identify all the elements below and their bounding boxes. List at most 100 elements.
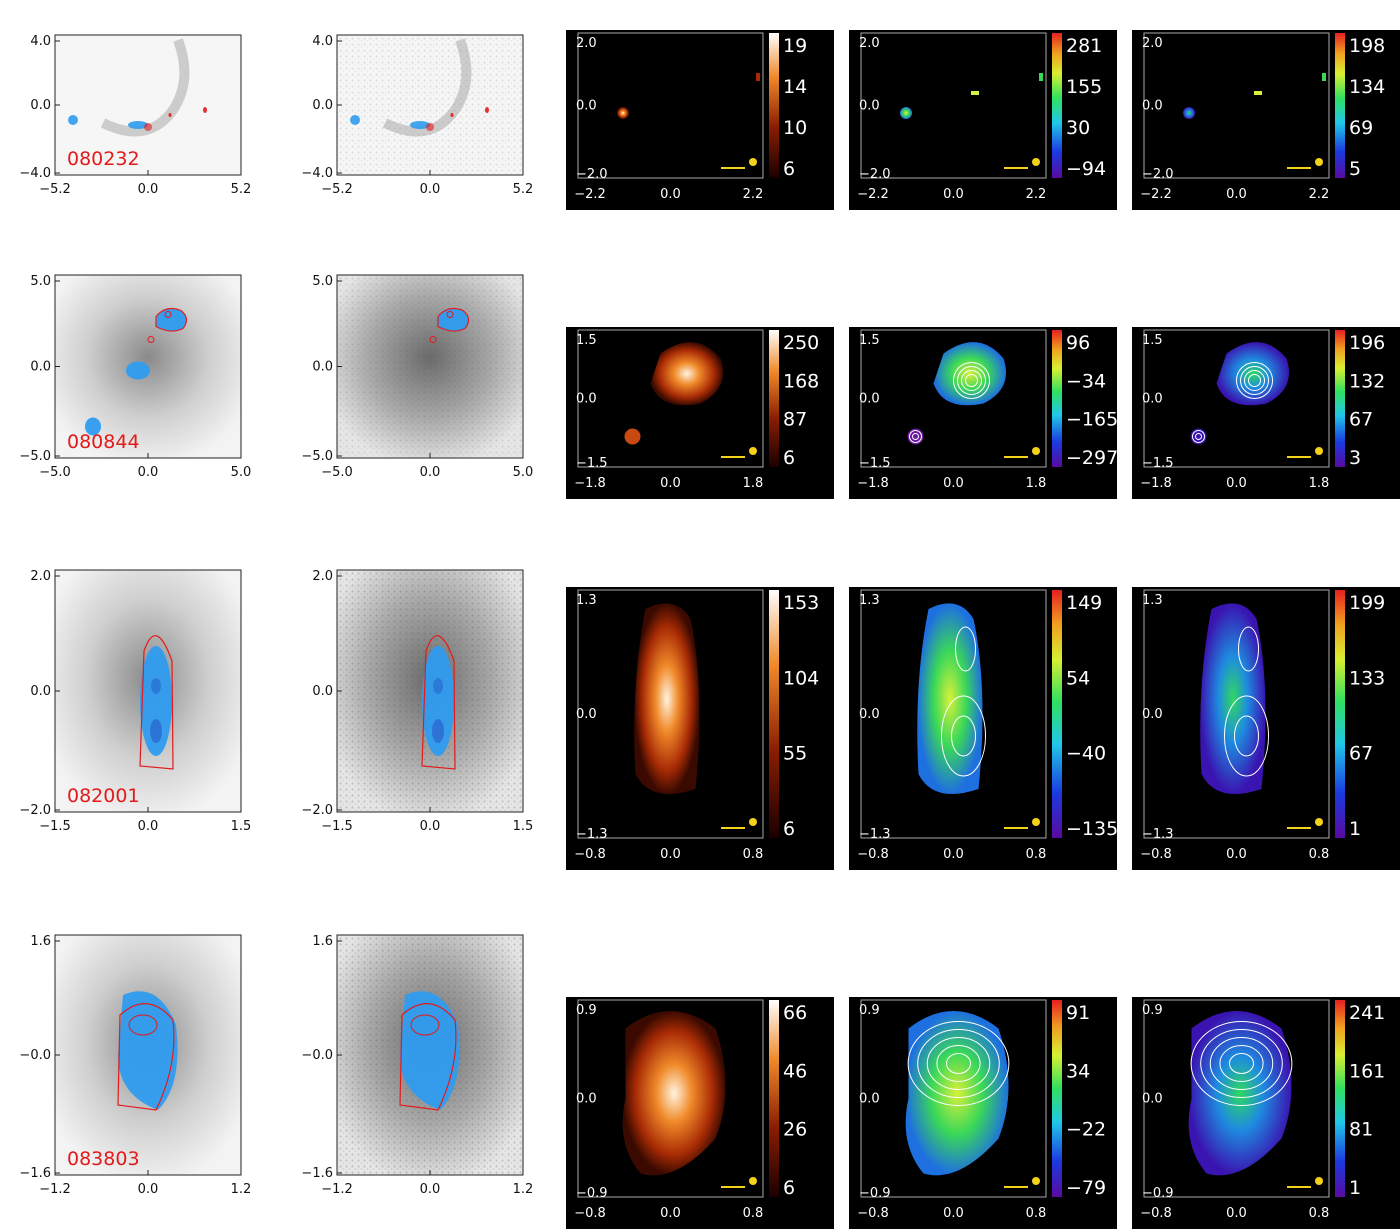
y-tick-label: 1.6 [30, 934, 51, 949]
x-tick-label: 1.2 [231, 1182, 252, 1197]
x-tick-label: −5.2 [321, 182, 353, 197]
beam-marker [749, 158, 757, 166]
colorbar-label: 6 [783, 1177, 795, 1199]
source-features [139, 635, 174, 770]
colorbar-label: 134 [1349, 76, 1385, 98]
y-tick-label: −0.0 [19, 1048, 51, 1063]
x-tick-label: 0.0 [660, 476, 681, 491]
y-tick-label: 0.0 [1142, 1092, 1163, 1107]
beam-marker [749, 1177, 757, 1185]
y-tick-label: 0.9 [1142, 1003, 1163, 1018]
colorbar-label: 149 [1066, 592, 1102, 614]
y-tick-label: 5.0 [312, 274, 333, 289]
y-tick-label: 5.0 [30, 274, 51, 289]
colorbar [1335, 330, 1345, 467]
image-frame [54, 34, 242, 176]
y-tick-label: 0.0 [312, 98, 333, 113]
emission-region [1190, 342, 1289, 445]
colorbar [769, 590, 779, 838]
y-tick-label: 0.0 [859, 99, 880, 114]
y-tick-label: 4.0 [312, 34, 333, 49]
x-tick-label: 0.0 [420, 1182, 441, 1197]
y-tick-label: −2.0 [1142, 167, 1174, 182]
y-tick-label: −2.0 [19, 803, 51, 818]
beam-marker [1315, 1177, 1323, 1185]
y-tick-label: 0.9 [859, 1003, 880, 1018]
colorbar-label: 54 [1066, 667, 1090, 689]
hst-image-panel: −1.2 0.0 1.2 1.6 −0.0 −1.6 083803 [15, 925, 261, 1205]
beam-marker [1315, 818, 1323, 826]
y-tick-label: 0.0 [859, 707, 880, 722]
x-tick-label: 0.0 [943, 1206, 964, 1221]
hst-residual-panel: −5.0 0.0 5.0 5.0 0.0 −5.0 [297, 265, 543, 488]
emission-region [634, 603, 700, 794]
y-tick-label: 0.0 [859, 1092, 880, 1107]
flux-map-panel: −0.8 0.0 0.8 1.3 0.0 −1.3 153 104 55 6 [566, 587, 834, 870]
x-tick-label: −1.8 [574, 476, 606, 491]
colorbar-label: −165 [1066, 409, 1117, 431]
y-tick-label: 0.0 [576, 707, 597, 722]
x-tick-label: 1.8 [1309, 476, 1330, 491]
x-tick-label: 5.2 [231, 182, 252, 197]
colorbar-label: −79 [1066, 1177, 1106, 1199]
colorbar-label: 132 [1349, 370, 1385, 392]
x-tick-label: −0.8 [574, 1206, 606, 1221]
x-tick-label: 0.8 [1309, 1206, 1330, 1221]
emission-region [1188, 1011, 1293, 1176]
x-tick-label: −1.5 [39, 819, 71, 834]
colorbar-label: 81 [1349, 1119, 1373, 1141]
y-tick-label: 0.0 [576, 99, 597, 114]
y-tick-label: −0.9 [1142, 1186, 1174, 1201]
colorbar-label: 153 [783, 592, 819, 614]
x-tick-label: 0.0 [138, 1182, 159, 1197]
y-tick-label: 4.0 [30, 34, 51, 49]
hst-residual-panel: −1.5 0.0 1.5 2.0 0.0 −2.0 [297, 560, 543, 842]
y-tick-label: 0.0 [312, 360, 333, 375]
velocity-map-panel: −1.8 0.0 1.8 1.5 0.0 −1.5 96 −34 −165 −297 [849, 327, 1117, 499]
y-tick-label: 2.0 [30, 569, 51, 584]
y-tick-label: 1.5 [1142, 333, 1163, 348]
x-tick-label: 0.0 [660, 187, 681, 202]
y-tick-label: 0.0 [30, 684, 51, 699]
colorbar-label: 241 [1349, 1002, 1385, 1024]
x-tick-label: 1.8 [743, 476, 764, 491]
colorbar [1335, 33, 1345, 178]
colorbar-label: 168 [783, 370, 819, 392]
beam-marker [1032, 818, 1040, 826]
x-tick-label: 1.5 [513, 819, 534, 834]
colorbar-label: 3 [1349, 447, 1361, 469]
emission-region [907, 342, 1006, 445]
y-tick-label: −4.0 [19, 166, 51, 181]
hst-residual-panel: −5.2 0.0 5.2 4.0 0.0 −4.0 [297, 25, 543, 205]
y-tick-label: −2.0 [859, 167, 891, 182]
y-tick-label: 2.0 [859, 36, 880, 51]
x-tick-label: −2.2 [1140, 187, 1172, 202]
x-tick-label: −0.8 [1140, 847, 1172, 862]
y-tick-label: −1.5 [576, 456, 608, 471]
beam-marker [1032, 158, 1040, 166]
y-tick-label: −0.0 [301, 1048, 333, 1063]
colorbar-label: 250 [783, 332, 819, 354]
x-tick-label: 0.0 [1226, 187, 1247, 202]
colorbar-label: 55 [783, 743, 807, 765]
source-features [429, 307, 470, 343]
x-tick-label: 2.2 [743, 187, 764, 202]
x-tick-label: 5.2 [513, 182, 534, 197]
x-tick-label: −0.8 [574, 847, 606, 862]
x-tick-label: −0.8 [1140, 1206, 1172, 1221]
colorbar-label: 199 [1349, 592, 1385, 614]
x-tick-label: 5.0 [231, 465, 252, 480]
galaxy-id-label: 080844 [67, 431, 140, 453]
colorbar-label: 19 [783, 35, 807, 57]
x-tick-label: 2.2 [1309, 187, 1330, 202]
beam-marker [1032, 1177, 1040, 1185]
source-features [399, 991, 460, 1111]
dispersion-map-panel: −0.8 0.0 0.8 1.3 0.0 −1.3 199 133 67 1 [1132, 587, 1400, 870]
colorbar [769, 330, 779, 467]
colorbar-label: 26 [783, 1119, 807, 1141]
x-tick-label: −5.2 [39, 182, 71, 197]
y-tick-label: 1.3 [576, 593, 597, 608]
source-features [421, 635, 456, 770]
emission-region [622, 1011, 726, 1176]
x-tick-label: 2.2 [1026, 187, 1047, 202]
